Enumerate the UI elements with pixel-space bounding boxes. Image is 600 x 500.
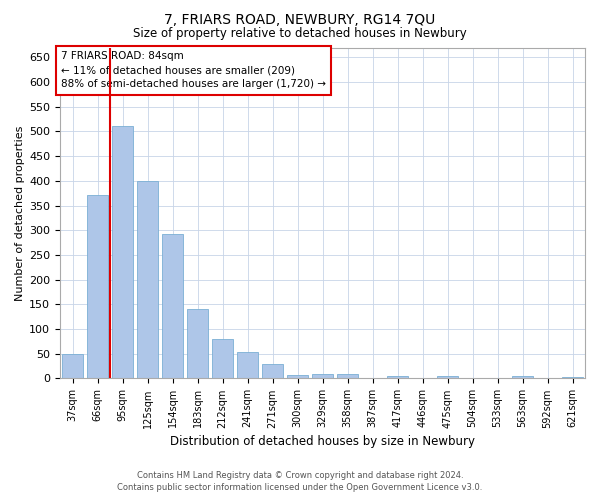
Bar	[187, 310, 208, 378]
Bar	[387, 376, 408, 378]
Text: 7 FRIARS ROAD: 84sqm
← 11% of detached houses are smaller (209)
88% of semi-deta: 7 FRIARS ROAD: 84sqm ← 11% of detached h…	[61, 52, 326, 90]
Bar	[87, 194, 108, 378]
Bar	[562, 377, 583, 378]
Text: 7, FRIARS ROAD, NEWBURY, RG14 7QU: 7, FRIARS ROAD, NEWBURY, RG14 7QU	[164, 12, 436, 26]
Bar	[162, 234, 183, 378]
Bar	[62, 354, 83, 378]
Text: Contains HM Land Registry data © Crown copyright and database right 2024.
Contai: Contains HM Land Registry data © Crown c…	[118, 471, 482, 492]
Y-axis label: Number of detached properties: Number of detached properties	[15, 126, 25, 300]
Bar	[262, 364, 283, 378]
Bar	[512, 376, 533, 378]
Bar	[237, 352, 258, 378]
Bar	[287, 374, 308, 378]
Bar	[137, 181, 158, 378]
Text: Size of property relative to detached houses in Newbury: Size of property relative to detached ho…	[133, 28, 467, 40]
Bar	[437, 376, 458, 378]
Bar	[112, 126, 133, 378]
Bar	[212, 339, 233, 378]
Bar	[337, 374, 358, 378]
X-axis label: Distribution of detached houses by size in Newbury: Distribution of detached houses by size …	[170, 434, 475, 448]
Bar	[312, 374, 333, 378]
